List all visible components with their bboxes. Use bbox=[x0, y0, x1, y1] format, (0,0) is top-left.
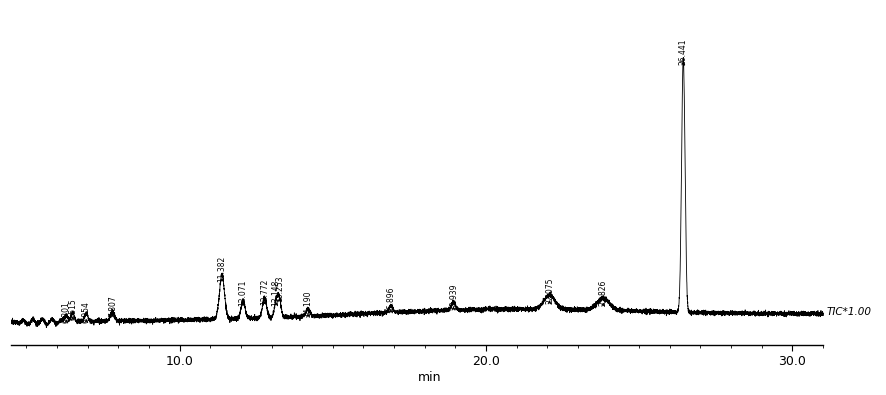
Text: 6.301: 6.301 bbox=[62, 301, 71, 323]
Text: 14.190: 14.190 bbox=[304, 291, 313, 317]
Text: 11.382: 11.382 bbox=[217, 256, 227, 282]
Text: 18.939: 18.939 bbox=[449, 284, 458, 310]
Text: TIC*1.00: TIC*1.00 bbox=[826, 307, 871, 318]
Text: 6.515: 6.515 bbox=[68, 299, 77, 320]
Text: 26.441: 26.441 bbox=[679, 38, 688, 65]
Text: 13.253: 13.253 bbox=[275, 275, 284, 302]
Text: 13.148: 13.148 bbox=[271, 279, 281, 306]
Text: 12.071: 12.071 bbox=[238, 280, 247, 306]
Text: 22.075: 22.075 bbox=[545, 277, 554, 304]
Text: 7.807: 7.807 bbox=[108, 295, 117, 317]
X-axis label: min: min bbox=[417, 371, 441, 384]
Text: 23.826: 23.826 bbox=[599, 280, 608, 306]
Text: 6.954: 6.954 bbox=[82, 301, 90, 323]
Text: 12.772: 12.772 bbox=[260, 278, 269, 305]
Text: 16.896: 16.896 bbox=[386, 286, 395, 313]
